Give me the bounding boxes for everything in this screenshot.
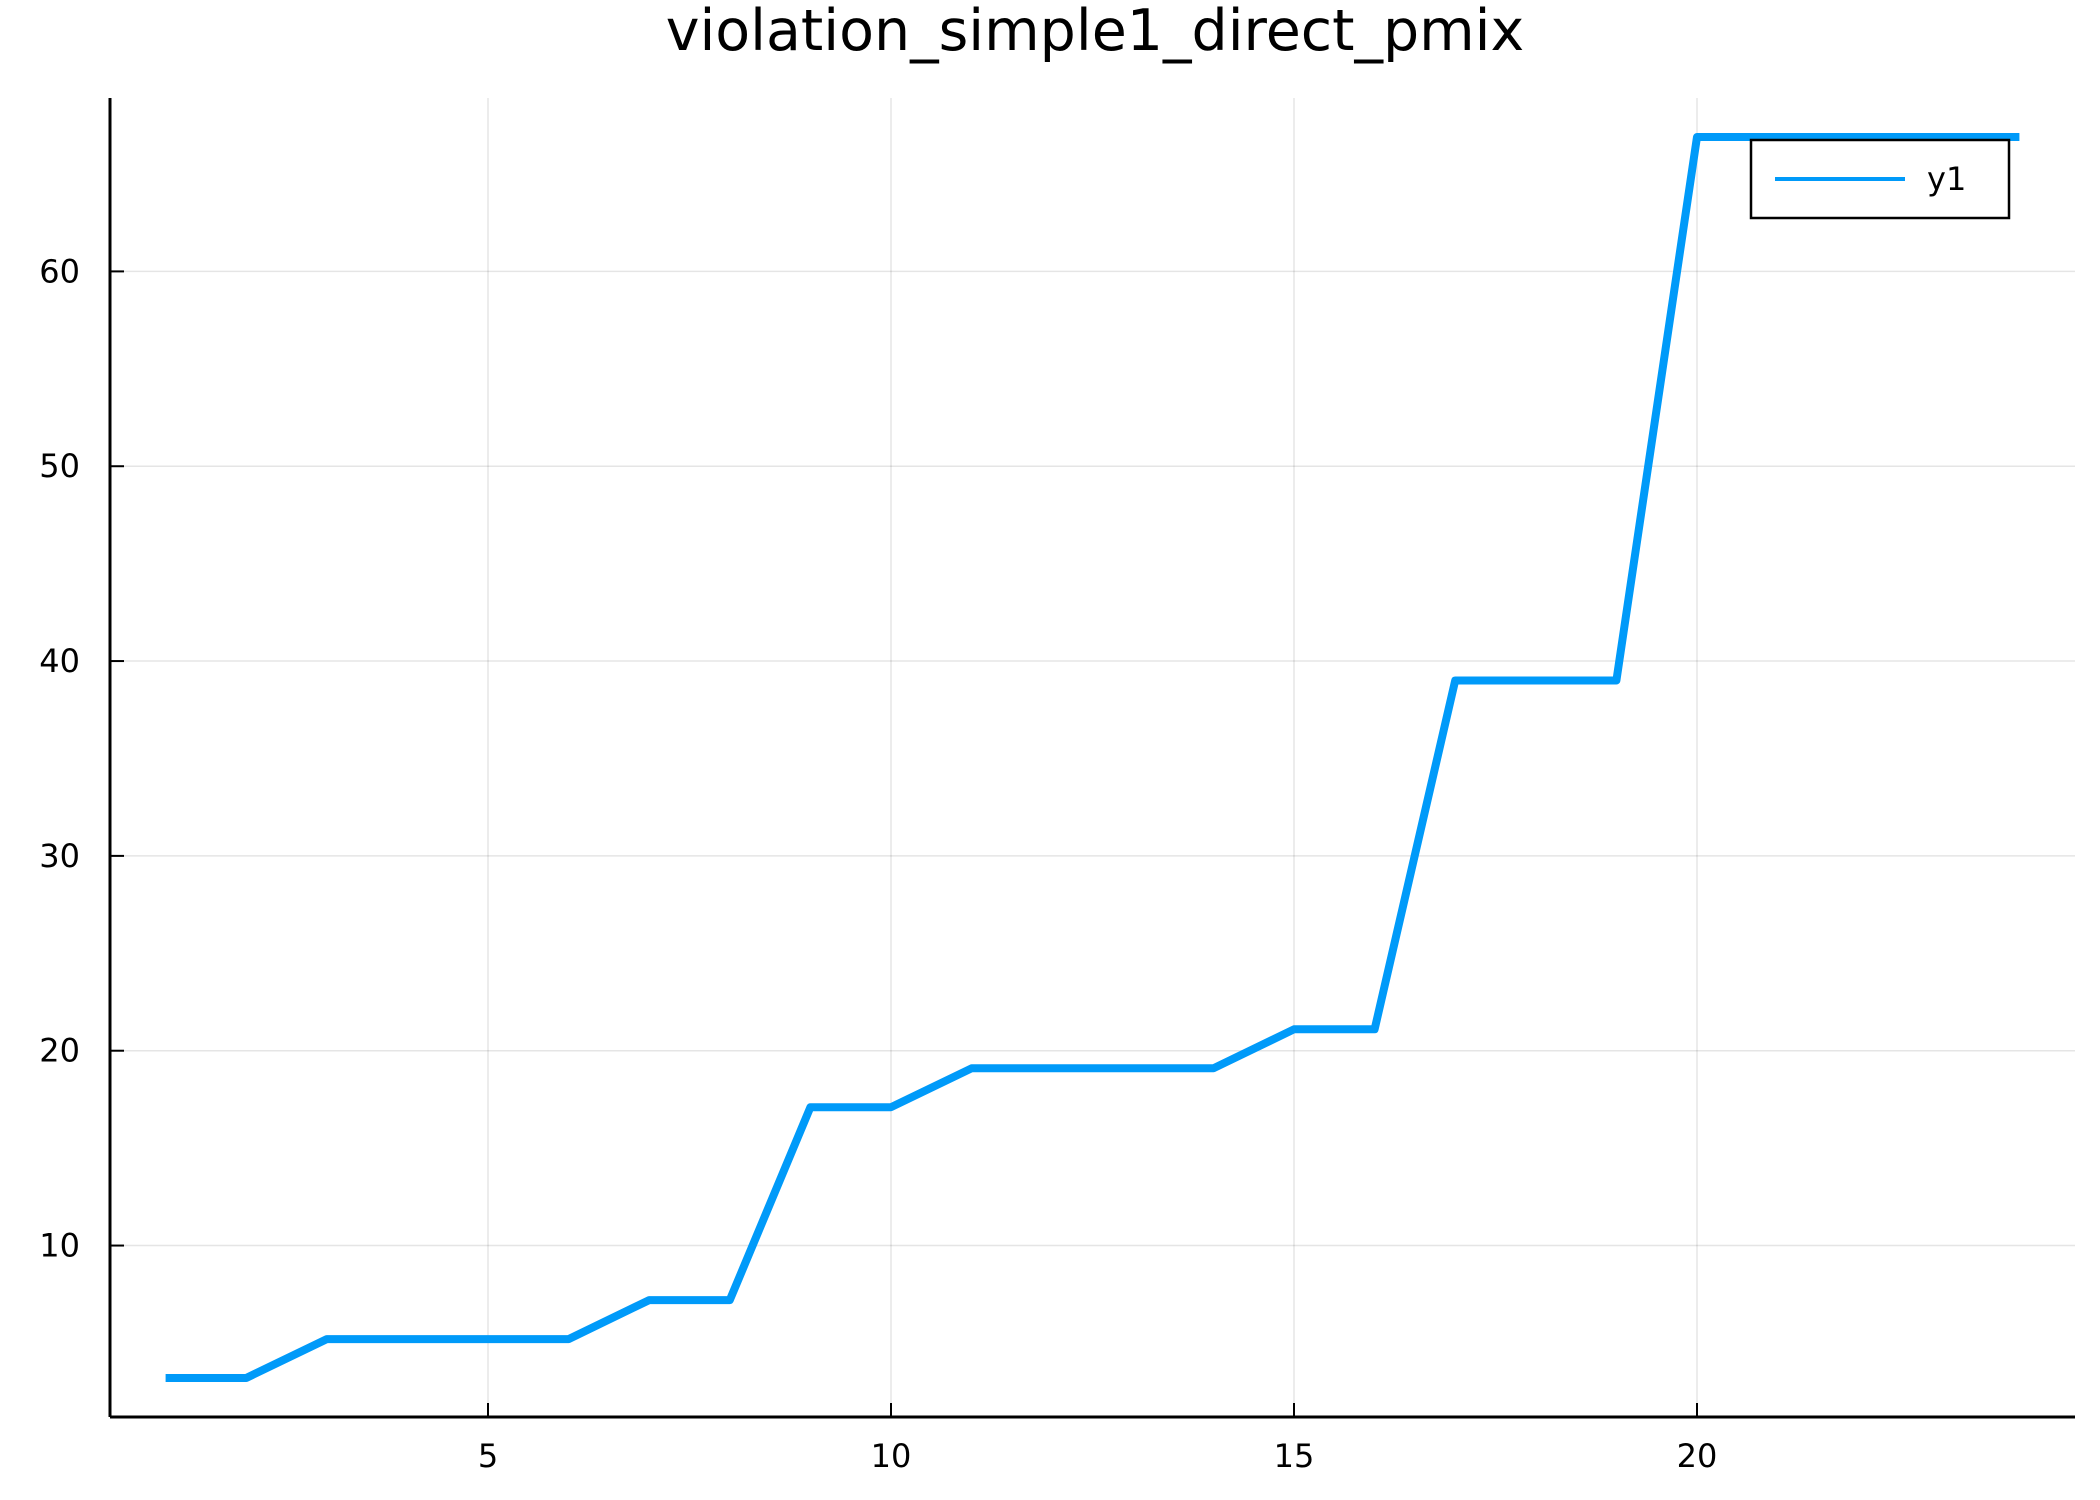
y-tick-label: 40 [39, 642, 80, 680]
x-tick-label: 10 [871, 1437, 912, 1475]
x-tick-label: 20 [1677, 1437, 1718, 1475]
legend-label: y1 [1927, 160, 1966, 198]
y-tick-label: 20 [39, 1032, 80, 1070]
axes [108, 98, 2075, 1419]
x-tick-label: 15 [1274, 1437, 1315, 1475]
gridlines [110, 98, 2075, 1417]
y-tick-label: 50 [39, 447, 80, 485]
y-tick-label: 30 [39, 837, 80, 875]
y-tick-label: 60 [39, 252, 80, 290]
chart-title: violation_simple1_direct_pmix [666, 0, 1525, 64]
legend: y1 [1749, 138, 2011, 220]
series-group [165, 133, 2020, 1382]
tick-labels: 5 10 15 20 10 20 30 40 50 60 [39, 252, 1717, 1475]
x-tick-label: 5 [478, 1437, 498, 1475]
series-line-y1 [165, 133, 2020, 1382]
y-tick-label: 10 [39, 1227, 80, 1265]
